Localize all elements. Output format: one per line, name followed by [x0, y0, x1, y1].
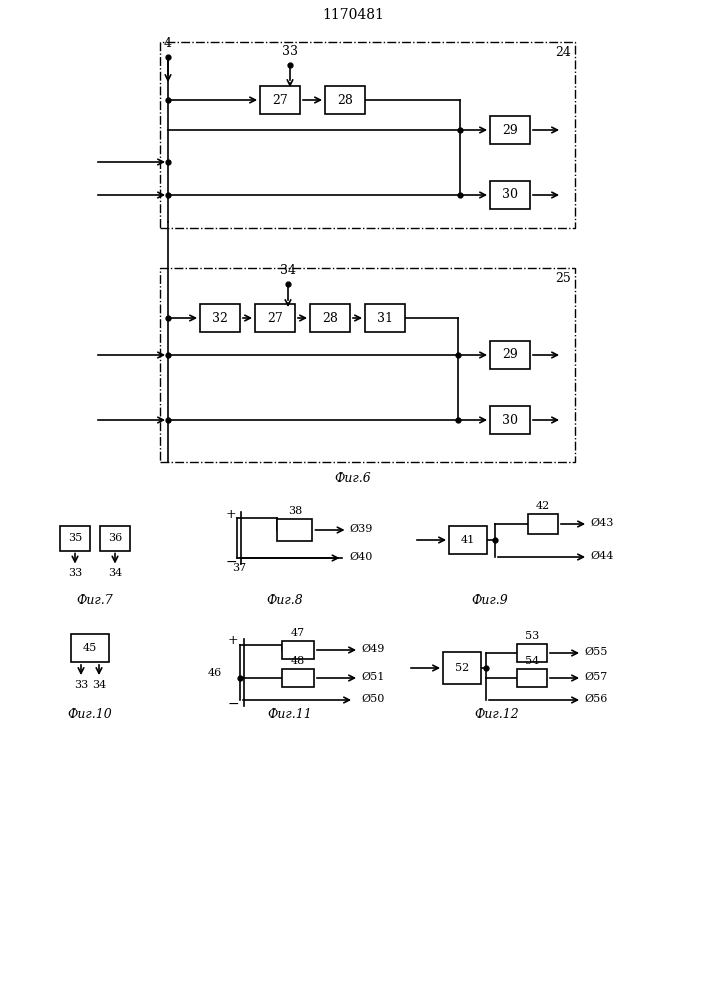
Text: 53: 53 — [525, 631, 539, 641]
Text: Ø57: Ø57 — [584, 672, 607, 682]
Text: 4: 4 — [164, 37, 172, 50]
Text: 35: 35 — [68, 533, 82, 543]
Text: 28: 28 — [337, 94, 353, 106]
Text: 45: 45 — [83, 643, 97, 653]
Text: Ø56: Ø56 — [584, 694, 607, 704]
Text: −: − — [226, 555, 237, 569]
Bar — [490, 181, 530, 209]
Text: Фиг.8: Фиг.8 — [267, 593, 303, 606]
Bar — [443, 652, 481, 684]
Bar — [200, 304, 240, 332]
Text: 38: 38 — [288, 506, 302, 516]
Text: 28: 28 — [322, 312, 338, 324]
Text: Ø43: Ø43 — [590, 518, 614, 528]
Text: Ø44: Ø44 — [590, 551, 614, 561]
Text: 30: 30 — [502, 414, 518, 426]
Text: Ø51: Ø51 — [361, 672, 385, 682]
Bar — [517, 644, 547, 662]
Text: 33: 33 — [68, 568, 82, 578]
Bar — [278, 519, 312, 541]
Text: 24: 24 — [555, 46, 571, 59]
Bar — [160, 268, 575, 462]
Text: Ø55: Ø55 — [584, 647, 607, 657]
Text: 42: 42 — [536, 501, 550, 511]
Text: 36: 36 — [108, 533, 122, 543]
Bar — [490, 406, 530, 434]
Text: +: + — [226, 508, 236, 520]
Text: 1170481: 1170481 — [322, 8, 384, 22]
Text: +: + — [228, 635, 238, 648]
Text: Фиг.10: Фиг.10 — [68, 708, 112, 722]
Text: 34: 34 — [280, 264, 296, 277]
Bar — [449, 526, 487, 554]
Text: Фиг.12: Фиг.12 — [474, 708, 520, 722]
Text: 32: 32 — [212, 312, 228, 324]
Bar — [71, 634, 109, 662]
Text: 52: 52 — [455, 663, 469, 673]
Text: Фиг.11: Фиг.11 — [268, 708, 312, 722]
Text: 30: 30 — [502, 188, 518, 202]
Text: Фиг.7: Фиг.7 — [76, 593, 113, 606]
Bar — [490, 116, 530, 144]
Bar — [310, 304, 350, 332]
Text: 48: 48 — [291, 656, 305, 666]
Text: 31: 31 — [377, 312, 393, 324]
Text: 25: 25 — [555, 272, 571, 285]
Bar — [282, 669, 314, 687]
Text: 37: 37 — [232, 563, 246, 573]
Text: Ø49: Ø49 — [361, 644, 385, 654]
Text: Ø39: Ø39 — [349, 524, 373, 534]
Text: 46: 46 — [208, 668, 222, 678]
Text: 47: 47 — [291, 628, 305, 638]
Text: 33: 33 — [282, 45, 298, 58]
Bar — [100, 526, 130, 550]
Bar — [517, 669, 547, 687]
Bar — [490, 341, 530, 369]
Text: 27: 27 — [272, 94, 288, 106]
Bar — [160, 42, 575, 228]
Bar — [60, 526, 90, 550]
Text: 41: 41 — [461, 535, 475, 545]
Bar — [282, 641, 314, 659]
Text: Фиг.6: Фиг.6 — [334, 472, 371, 485]
Text: Ø40: Ø40 — [349, 552, 373, 562]
Bar — [325, 86, 365, 114]
Text: 29: 29 — [502, 349, 518, 361]
Text: 34: 34 — [92, 680, 106, 690]
Text: 34: 34 — [108, 568, 122, 578]
Text: 29: 29 — [502, 123, 518, 136]
Text: Фиг.9: Фиг.9 — [472, 593, 508, 606]
Bar — [260, 86, 300, 114]
Bar — [528, 514, 558, 534]
Bar — [365, 304, 405, 332]
Text: 27: 27 — [267, 312, 283, 324]
Text: 54: 54 — [525, 656, 539, 666]
Text: −: − — [227, 697, 239, 711]
Text: 33: 33 — [74, 680, 88, 690]
Text: Ø50: Ø50 — [361, 694, 385, 704]
Bar — [255, 304, 295, 332]
